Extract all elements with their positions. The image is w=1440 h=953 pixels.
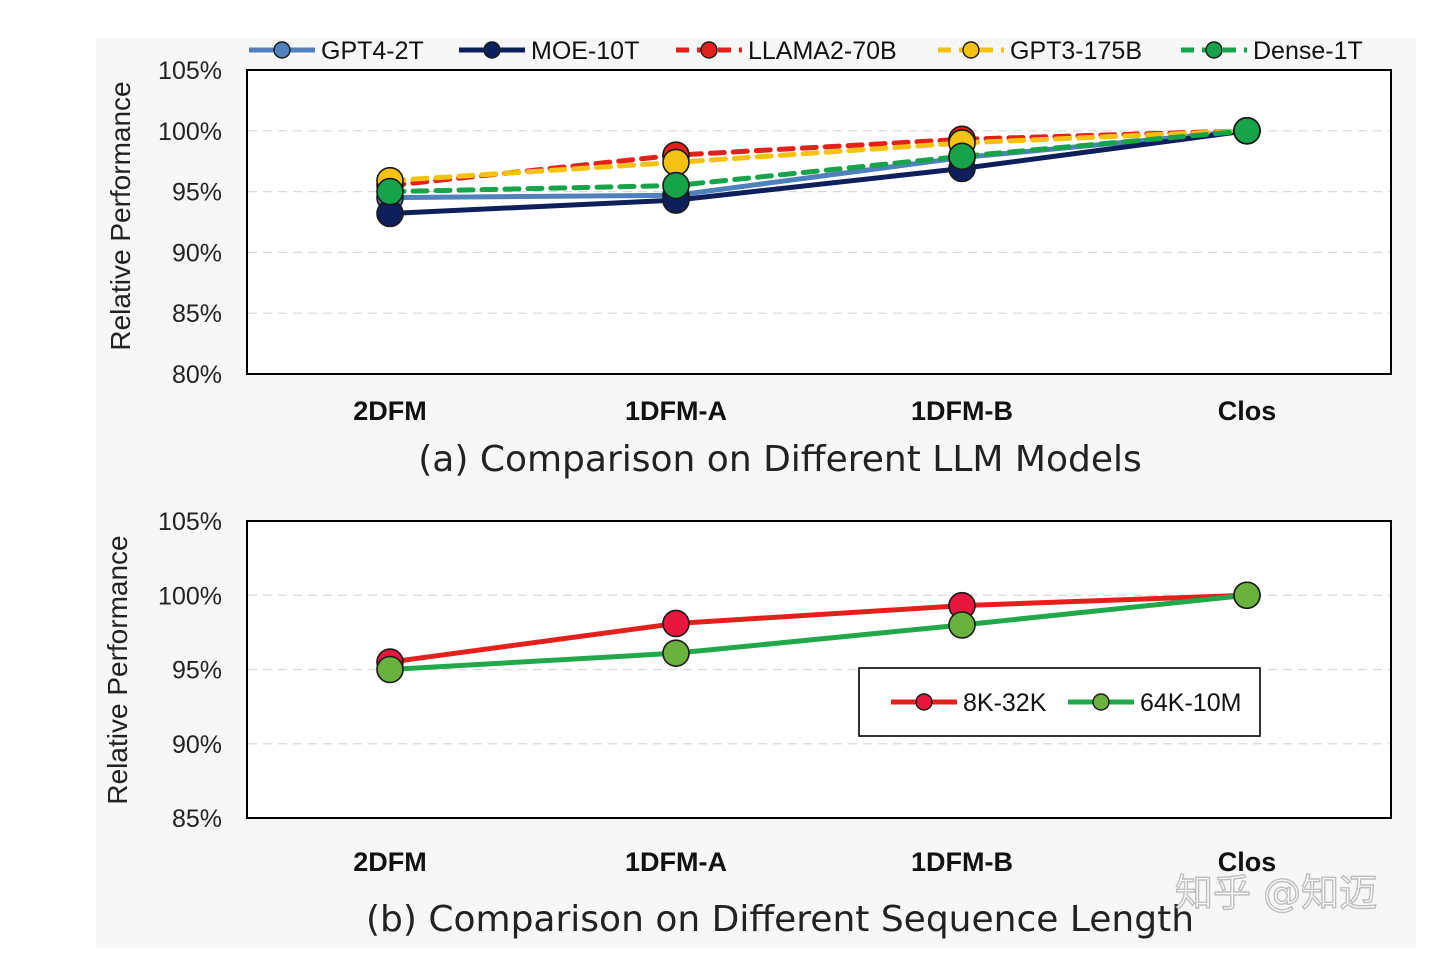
data-point-dense-1t: [948, 142, 976, 171]
chart-b-xtick-label: 1DFM-B: [911, 847, 1013, 877]
series-line-gpt3-175b: [387, 128, 1250, 184]
chart-b-series: [376, 581, 1261, 684]
series-line-8k-32k: [387, 592, 1250, 665]
chart-a-plot-area: [246, 69, 1392, 375]
legend-label-moe-10t: MOE-10T: [531, 37, 639, 65]
chart-b-ylabel: Relative Performance: [102, 535, 133, 804]
legend-label-dense-1t: Dense-1T: [1253, 37, 1363, 65]
chart-a-ytick-label: 100%: [158, 118, 222, 146]
legend-label-llama2-70b: LLAMA2-70B: [748, 37, 897, 65]
legend-swatch-marker-dense-1t: [1205, 41, 1223, 59]
data-point-64k-10m: [1233, 581, 1261, 610]
chart-a-xtick-label: 2DFM: [353, 396, 427, 426]
chart-b-ytick-label: 95%: [172, 657, 222, 685]
legend-label-gpt4-2t: GPT4-2T: [321, 37, 424, 65]
data-point-gpt3-175b: [662, 148, 690, 177]
chart-a-ytick-label: 95%: [172, 179, 222, 207]
chart-a-ytick-label: 80%: [172, 361, 222, 389]
data-point-8k-32k: [662, 609, 690, 638]
chart-b-legend: 8K-32K 64K-10M: [858, 667, 1261, 737]
chart-a-caption: (a) Comparison on Different LLM Models: [418, 439, 1142, 480]
data-point-dense-1t: [376, 177, 404, 206]
legend-label-64k-10m: 64K-10M: [1140, 689, 1241, 717]
chart-a-x-ticks: 2DFM 1DFM-A 1DFM-B Clos: [353, 396, 1276, 426]
chart-a-ytick-label: 85%: [172, 300, 222, 328]
chart-a-series: [376, 117, 1261, 228]
chart-a-y-ticks: 80% 85% 90% 95% 100% 105%: [158, 57, 222, 389]
legend-swatch-marker-8k-32k: [915, 693, 933, 711]
chart-a-xtick-label: 1DFM-A: [625, 396, 727, 426]
chart-a-legend: GPT4-2T MOE-10T LLAMA2-70B GPT3-175B Dense-1…: [249, 37, 1363, 65]
legend-label-gpt3-175b: GPT3-175B: [1010, 37, 1142, 65]
chart-b-y-ticks: 85% 90% 95% 100% 105%: [158, 508, 222, 833]
chart-a-xtick-label: Clos: [1218, 396, 1277, 426]
legend-swatch-marker-moe-10t: [483, 41, 501, 59]
series-line-moe-10t: [387, 128, 1250, 216]
chart-a-ylabel: Relative Performance: [105, 81, 136, 350]
chart-b-x-ticks: 2DFM 1DFM-A 1DFM-B Clos: [353, 847, 1276, 877]
chart-b-ytick-label: 85%: [172, 805, 222, 833]
legend-label-8k-32k: 8K-32K: [963, 689, 1047, 717]
legend-swatch-marker-gpt3-175b: [962, 41, 980, 59]
data-point-dense-1t: [662, 171, 690, 200]
data-point-64k-10m: [662, 639, 690, 667]
legend-swatch-marker-gpt4-2t: [273, 41, 291, 59]
chart-a-xtick-label: 1DFM-B: [911, 396, 1013, 426]
watermark: 知乎 @知迈: [1175, 871, 1377, 915]
legend-swatch-marker-llama2-70b: [700, 41, 718, 59]
chart-b-caption: (b) Comparison on Different Sequence Len…: [366, 899, 1194, 940]
chart-a: 80% 85% 90% 95% 100% 105% 2DFM 1DFM-A 1DFM-B Clo…: [105, 37, 1392, 480]
series-line-64k-10m: [387, 592, 1250, 672]
chart-a-ytick-label: 90%: [172, 239, 222, 267]
chart-b-xtick-label: Clos: [1218, 847, 1277, 877]
data-point-dense-1t: [1233, 117, 1261, 145]
legend-swatch-marker-64k-10m: [1092, 693, 1110, 711]
chart-b-ytick-label: 100%: [158, 582, 222, 610]
chart-b: 85% 90% 95% 100% 105% 2DFM 1DFM-A 1DFM-B Clos R…: [102, 508, 1392, 940]
data-point-64k-10m: [376, 655, 404, 684]
chart-b-xtick-label: 2DFM: [353, 847, 427, 877]
series-line-dense-1t: [387, 128, 1250, 195]
chart-a-ytick-label: 105%: [158, 57, 222, 85]
chart-b-ytick-label: 105%: [158, 508, 222, 536]
chart-b-ytick-label: 90%: [172, 731, 222, 759]
data-point-64k-10m: [948, 611, 976, 639]
chart-b-xtick-label: 1DFM-A: [625, 847, 727, 877]
